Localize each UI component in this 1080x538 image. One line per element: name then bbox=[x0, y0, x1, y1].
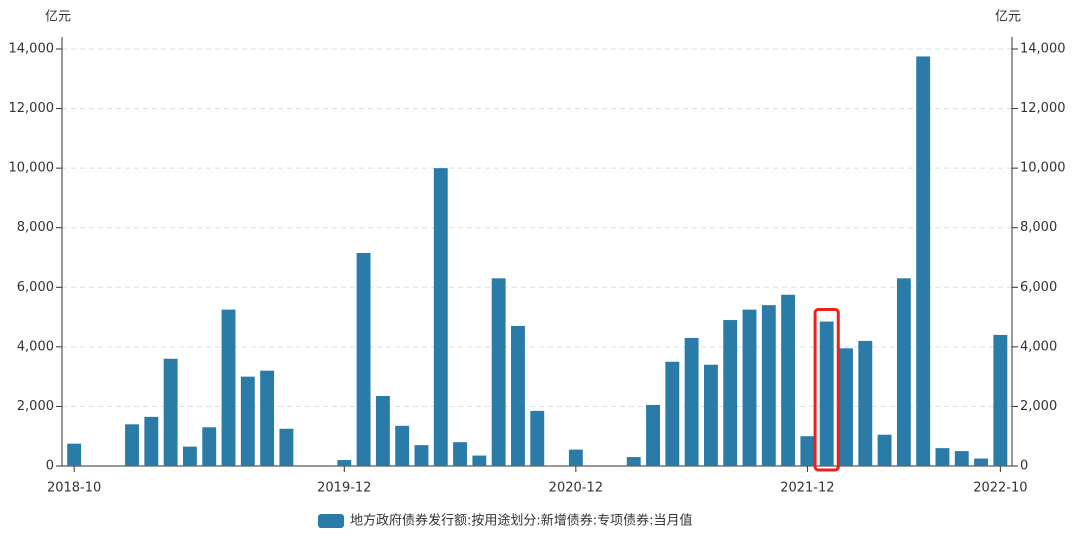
x-tick-label: 2022-10 bbox=[973, 481, 1027, 496]
y-tick-label: 10,000 bbox=[9, 161, 55, 176]
bar bbox=[279, 428, 294, 466]
bar bbox=[414, 445, 429, 466]
bar bbox=[646, 404, 660, 466]
y-tick-label: 14,000 bbox=[9, 42, 55, 57]
bar bbox=[125, 424, 139, 466]
bar bbox=[202, 427, 217, 466]
x-tick-label: 2021-12 bbox=[780, 481, 834, 496]
bar bbox=[221, 309, 236, 466]
legend-label: 地方政府债券发行额:按用途划分:新增债券:专项债券:当月值 bbox=[350, 513, 693, 529]
bar bbox=[337, 460, 352, 466]
legend-swatch bbox=[318, 514, 344, 528]
bar bbox=[568, 449, 583, 466]
bar bbox=[839, 348, 853, 466]
x-tick-label: 2019-12 bbox=[317, 481, 371, 496]
y2-tick-label: 6,000 bbox=[1020, 280, 1057, 295]
bar bbox=[877, 434, 892, 466]
bar bbox=[375, 396, 390, 466]
bar bbox=[974, 458, 989, 466]
y-tick-label: 0 bbox=[46, 459, 54, 474]
y-tick-label: 8,000 bbox=[17, 220, 54, 235]
y2-tick-label: 12,000 bbox=[1020, 101, 1066, 116]
bar bbox=[163, 358, 178, 466]
bar bbox=[626, 457, 641, 466]
bar bbox=[182, 446, 197, 466]
y2-unit: 亿元 bbox=[995, 10, 1021, 25]
y2-tick-label: 0 bbox=[1020, 459, 1028, 474]
bar bbox=[723, 320, 738, 466]
y-tick-label: 4,000 bbox=[17, 339, 54, 354]
bar bbox=[684, 337, 699, 466]
x-tick-label: 2018-10 bbox=[47, 481, 101, 496]
bar bbox=[144, 416, 159, 466]
bar bbox=[453, 442, 468, 466]
bar bbox=[916, 56, 931, 466]
bar bbox=[356, 253, 371, 466]
bar bbox=[67, 443, 82, 466]
y-tick-label: 2,000 bbox=[17, 399, 54, 414]
bar bbox=[260, 370, 275, 466]
x-tick-label: 2020-12 bbox=[549, 481, 603, 496]
bar bbox=[433, 168, 448, 466]
y2-tick-label: 2,000 bbox=[1020, 399, 1057, 414]
bar bbox=[472, 455, 487, 466]
y-tick-label: 12,000 bbox=[9, 101, 55, 116]
highlight-box bbox=[813, 308, 840, 472]
bar bbox=[395, 425, 410, 466]
bar bbox=[896, 278, 911, 466]
y2-tick-label: 8,000 bbox=[1020, 220, 1057, 235]
bar bbox=[858, 340, 873, 466]
bar bbox=[742, 309, 757, 466]
y2-tick-label: 14,000 bbox=[1020, 42, 1066, 57]
y-tick-label: 6,000 bbox=[17, 280, 54, 295]
bar bbox=[703, 364, 718, 466]
bar bbox=[511, 326, 525, 466]
bar bbox=[935, 448, 950, 466]
bar bbox=[800, 436, 815, 466]
bar bbox=[530, 410, 545, 466]
bar bbox=[240, 376, 255, 466]
bar bbox=[665, 361, 680, 466]
bar bbox=[781, 294, 796, 466]
y2-tick-label: 10,000 bbox=[1020, 161, 1066, 176]
bar bbox=[491, 278, 506, 466]
bar bbox=[993, 334, 1008, 466]
bar bbox=[819, 321, 834, 466]
bar bbox=[761, 305, 776, 466]
bar bbox=[954, 451, 969, 466]
y-unit: 亿元 bbox=[45, 10, 71, 25]
y2-tick-label: 4,000 bbox=[1020, 339, 1057, 354]
